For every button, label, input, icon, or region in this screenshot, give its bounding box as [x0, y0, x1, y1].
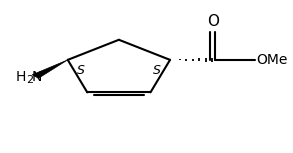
Text: N: N	[32, 69, 42, 84]
Text: OMe: OMe	[256, 53, 288, 67]
Polygon shape	[32, 60, 68, 78]
Text: 2: 2	[26, 75, 33, 85]
Text: H: H	[16, 69, 26, 84]
Text: O: O	[207, 13, 219, 28]
Text: S: S	[76, 64, 84, 77]
Text: S: S	[153, 64, 161, 77]
